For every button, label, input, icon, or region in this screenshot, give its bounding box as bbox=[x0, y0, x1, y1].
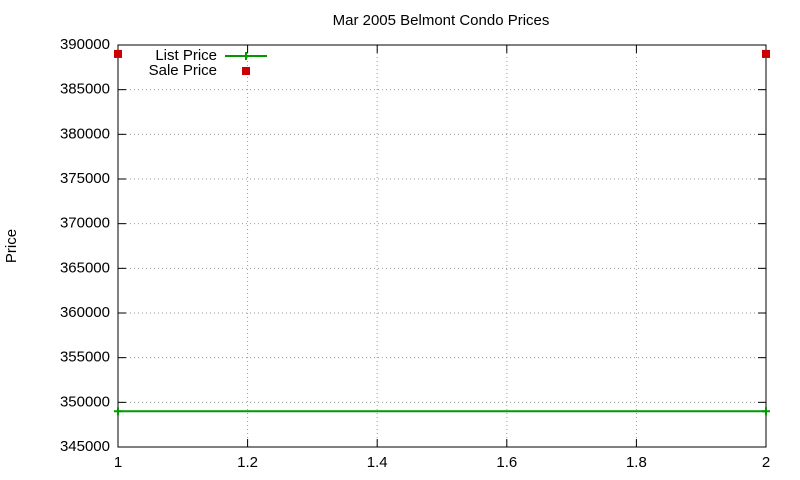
y-tick-label: 345000 bbox=[60, 438, 110, 455]
y-axis-label: Price bbox=[3, 229, 20, 263]
point bbox=[114, 49, 122, 58]
y-tick-label: 355000 bbox=[60, 349, 110, 366]
point bbox=[762, 407, 770, 416]
legend-marker bbox=[242, 52, 250, 60]
y-tick-label: 375000 bbox=[60, 170, 110, 187]
chart-title: Mar 2005 Belmont Condo Prices bbox=[333, 12, 550, 29]
y-tick-label: 365000 bbox=[60, 259, 110, 276]
y-tick-label: 385000 bbox=[60, 81, 110, 98]
x-tick-label: 2 bbox=[762, 454, 770, 471]
legend-label: List Price bbox=[155, 47, 217, 64]
x-tick-label: 1.6 bbox=[496, 454, 517, 471]
y-tick-label: 390000 bbox=[60, 36, 110, 53]
x-tick-label: 1.2 bbox=[237, 454, 258, 471]
legend-marker bbox=[242, 67, 250, 75]
point bbox=[114, 407, 122, 416]
y-tick-label: 350000 bbox=[60, 393, 110, 410]
x-tick-label: 1 bbox=[114, 454, 122, 471]
x-tick-label: 1.4 bbox=[367, 454, 388, 471]
y-tick-label: 360000 bbox=[60, 304, 110, 321]
x-tick-label: 1.8 bbox=[626, 454, 647, 471]
y-tick-label: 370000 bbox=[60, 215, 110, 232]
plot-frame bbox=[117, 44, 767, 448]
y-tick-label: 380000 bbox=[60, 125, 110, 142]
point bbox=[762, 49, 770, 58]
legend-label: Sale Price bbox=[149, 62, 217, 79]
